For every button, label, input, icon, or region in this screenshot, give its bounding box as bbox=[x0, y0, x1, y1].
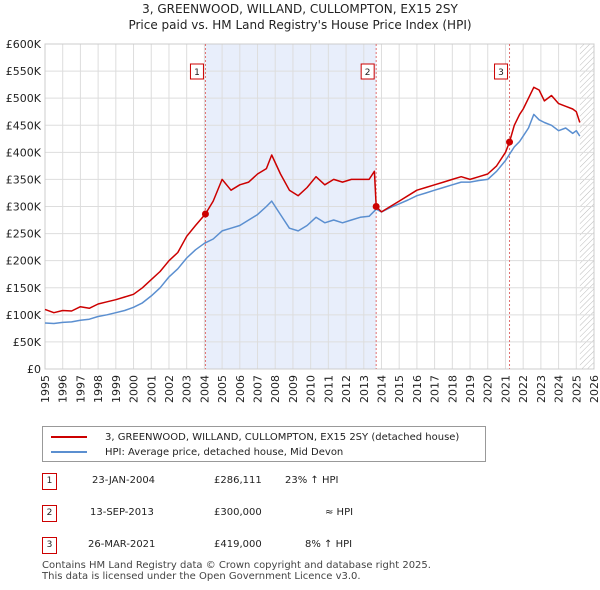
sale-point bbox=[201, 210, 209, 218]
x-tick-label: 1998 bbox=[92, 375, 105, 403]
x-tick-label: 2020 bbox=[482, 375, 495, 403]
x-tick-label: 1999 bbox=[110, 375, 123, 403]
x-tick-label: 2012 bbox=[340, 375, 353, 403]
y-tick-label: £600K bbox=[6, 38, 42, 51]
x-tick-label: 2008 bbox=[269, 375, 282, 403]
x-tick-label: 2017 bbox=[429, 375, 442, 403]
x-tick-label: 2013 bbox=[358, 375, 371, 403]
x-tick-label: 2002 bbox=[163, 375, 176, 403]
table-row: 2 13-SEP-2013 £300,000 ≈ HPI bbox=[42, 504, 542, 524]
y-tick-label: £50K bbox=[13, 336, 42, 349]
x-tick-label: 2001 bbox=[145, 375, 158, 403]
x-tick-label: 2010 bbox=[305, 375, 318, 403]
sale-marker-label: 1 bbox=[194, 68, 200, 78]
x-tick-label: 2011 bbox=[322, 375, 335, 403]
legend-label-property: 3, GREENWOOD, WILLAND, CULLOMPTON, EX15 … bbox=[105, 431, 460, 443]
price-chart: £0 £50K £100K £150K £200K £250K £300K £350K £400… bbox=[6, 38, 600, 403]
transaction-date: 26-MAR-2021 bbox=[88, 539, 156, 550]
sale-point bbox=[372, 203, 380, 210]
x-tick-label: 1996 bbox=[57, 375, 70, 403]
sale-marker-label: 3 bbox=[498, 68, 504, 78]
x-tick-label: 2021 bbox=[499, 375, 512, 403]
y-tick-label: £250K bbox=[6, 228, 42, 241]
y-tick-label: £150K bbox=[6, 282, 42, 295]
x-tick-label: 2026 bbox=[588, 375, 600, 403]
x-tick-label: 2024 bbox=[553, 375, 566, 403]
y-tick-label: £500K bbox=[6, 92, 42, 105]
x-tick-label: 2005 bbox=[216, 375, 229, 403]
legend-item-property: 3, GREENWOOD, WILLAND, CULLOMPTON, EX15 … bbox=[51, 430, 459, 444]
x-tick-label: 2019 bbox=[464, 375, 477, 403]
transaction-price: £300,000 bbox=[214, 507, 262, 518]
x-tick-label: 2015 bbox=[393, 375, 406, 403]
x-tick-label: 2000 bbox=[128, 375, 141, 403]
hpi-line bbox=[44, 113, 581, 325]
transaction-marker: 2 bbox=[42, 505, 57, 522]
attribution-line-2: This data is licensed under the Open Gov… bbox=[42, 571, 361, 582]
x-tick-label: 1997 bbox=[74, 375, 87, 403]
x-tick-label: 2009 bbox=[287, 375, 300, 403]
attribution-footer: Contains HM Land Registry data © Crown c… bbox=[42, 560, 431, 582]
y-tick-label: £200K bbox=[6, 255, 42, 268]
legend-item-hpi: HPI: Average price, detached house, Mid … bbox=[51, 445, 343, 459]
x-tick-label: 2014 bbox=[375, 375, 388, 403]
sale-marker-box bbox=[189, 63, 204, 80]
table-row: 1 23-JAN-2004 £286,111 23% ↑ HPI bbox=[42, 472, 542, 492]
x-tick-label: 2007 bbox=[252, 375, 265, 403]
sale-marker-label: 2 bbox=[365, 68, 371, 78]
transaction-marker: 1 bbox=[42, 473, 57, 490]
attribution-line-1: Contains HM Land Registry data © Crown c… bbox=[42, 560, 431, 571]
property-line bbox=[44, 86, 581, 314]
chart-legend: 3, GREENWOOD, WILLAND, CULLOMPTON, EX15 … bbox=[42, 426, 486, 462]
transaction-hpi-change: 8% ↑ HPI bbox=[305, 539, 353, 550]
transaction-price: £286,111 bbox=[214, 475, 262, 486]
x-tick-label: 2004 bbox=[198, 375, 211, 403]
transaction-date: 13-SEP-2013 bbox=[90, 507, 154, 518]
y-tick-label: £0 bbox=[27, 363, 41, 376]
x-tick-label: 2003 bbox=[181, 375, 194, 403]
x-tick-label: 2023 bbox=[535, 375, 548, 403]
sale-marker-box bbox=[494, 63, 509, 80]
legend-label-hpi: HPI: Average price, detached house, Mid … bbox=[105, 446, 344, 458]
x-tick-label: 2006 bbox=[234, 375, 247, 403]
transaction-marker: 3 bbox=[42, 537, 57, 554]
x-tick-label: 2018 bbox=[446, 375, 459, 403]
y-tick-label: £550K bbox=[6, 65, 42, 78]
x-tick-label: 2022 bbox=[517, 375, 530, 403]
chart-title: 3, GREENWOOD, WILLAND, CULLOMPTON, EX15 … bbox=[142, 2, 458, 16]
x-tick-label: 2016 bbox=[411, 375, 424, 403]
transaction-hpi-change: 23% ↑ HPI bbox=[285, 475, 339, 486]
y-tick-label: £300K bbox=[6, 201, 42, 214]
x-tick-label: 1995 bbox=[39, 375, 52, 403]
transaction-date: 23-JAN-2004 bbox=[92, 475, 156, 486]
y-tick-label: £400K bbox=[6, 146, 42, 159]
y-tick-label: £450K bbox=[6, 119, 42, 132]
legend-swatch-hpi bbox=[51, 451, 87, 453]
x-tick-label: 2025 bbox=[570, 375, 583, 403]
chart-subtitle: Price paid vs. HM Land Registry's House … bbox=[128, 18, 472, 32]
plot-border bbox=[44, 43, 595, 370]
transaction-hpi-change: ≈ HPI bbox=[325, 507, 354, 518]
y-tick-label: £350K bbox=[6, 173, 42, 186]
sale-point bbox=[506, 138, 514, 146]
legend-swatch-property bbox=[51, 436, 87, 438]
sale-marker-box bbox=[360, 63, 375, 80]
table-row: 3 26-MAR-2021 £419,000 8% ↑ HPI bbox=[42, 536, 542, 556]
transaction-price: £419,000 bbox=[214, 539, 262, 550]
y-tick-label: £100K bbox=[6, 309, 42, 322]
